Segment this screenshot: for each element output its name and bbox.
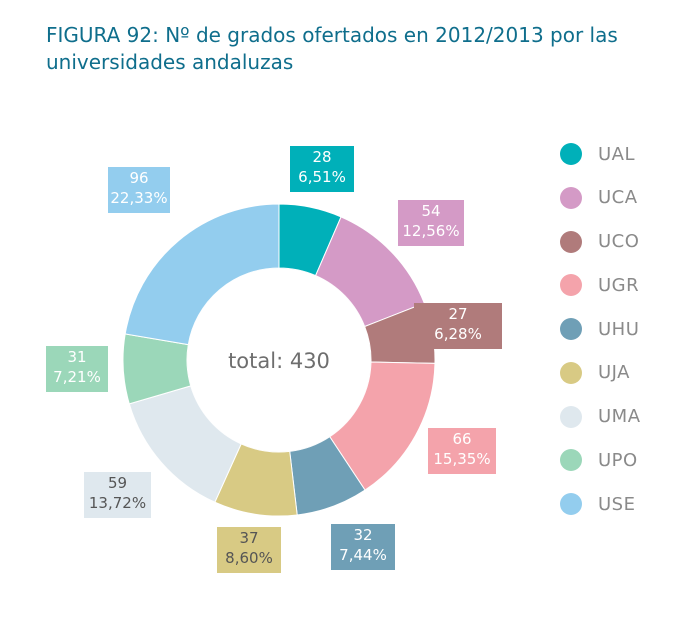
legend-label: UCO — [598, 231, 640, 252]
data-label-value: 96 — [129, 169, 149, 187]
legend-label: UPO — [598, 449, 638, 471]
legend-swatch — [560, 274, 582, 297]
data-label-percent: 6,51% — [298, 168, 346, 186]
data-label-percent: 8,60% — [225, 549, 273, 567]
legend-item-ugr: UGR — [560, 270, 639, 300]
legend-swatch — [560, 405, 582, 428]
donut-hole — [187, 268, 371, 452]
data-label-uhu: 32 7,44% — [331, 524, 395, 570]
legend-label: UMA — [598, 406, 641, 427]
data-label-ugr: 66 15,35% — [428, 428, 496, 474]
data-label-percent: 22,33% — [110, 189, 168, 207]
legend-item-uco: UCO — [560, 227, 639, 257]
data-label-uca: 54 12,56% — [398, 200, 464, 246]
data-label-value: 59 — [107, 474, 128, 492]
legend-swatch — [560, 143, 582, 165]
data-label-value: 54 — [421, 202, 441, 220]
legend-item-use: USE — [560, 489, 635, 519]
legend-item-uhu: UHU — [560, 314, 639, 344]
legend-swatch — [560, 493, 582, 515]
legend-item-upo: UPO — [560, 445, 638, 475]
data-label-value: 37 — [239, 529, 259, 547]
data-label-percent: 7,21% — [53, 368, 101, 386]
legend-label: UHU — [598, 318, 640, 340]
legend-swatch — [560, 449, 582, 472]
legend-label: UGR — [598, 274, 640, 296]
data-label-percent: 13,72% — [88, 494, 147, 512]
chart-title: FIGURA 92: Nº de grados ofertados en 201… — [46, 23, 618, 74]
data-label-value: 28 — [312, 148, 332, 166]
data-label-percent: 6,28% — [434, 325, 482, 343]
legend-label: UAL — [598, 143, 636, 165]
data-label-value: 27 — [448, 305, 468, 323]
legend-swatch — [560, 186, 582, 209]
data-label-ual: 28 6,51% — [290, 146, 354, 192]
legend-label: UCA — [598, 187, 638, 209]
data-label-percent: 15,35% — [433, 450, 491, 468]
legend-item-uja: UJA — [560, 358, 630, 388]
legend-item-uca: UCA — [560, 183, 638, 213]
legend-swatch — [560, 318, 582, 340]
data-label-uco: 27 6,28% — [414, 303, 502, 349]
legend-swatch — [560, 230, 582, 253]
data-label-value: 66 — [452, 430, 472, 448]
data-label-use: 96 22,33% — [108, 167, 170, 213]
legend-item-uma: UMA — [560, 402, 641, 432]
legend-label: UJA — [598, 362, 630, 384]
data-label-uma: 59 13,72% — [84, 472, 151, 518]
data-label-value: 32 — [353, 526, 373, 544]
data-label-value: 31 — [67, 348, 87, 366]
data-label-percent: 12,56% — [402, 222, 460, 240]
legend-item-ual: UAL — [560, 139, 635, 169]
data-label-uja: 37 8,60% — [217, 527, 281, 573]
legend-label: USE — [598, 493, 636, 515]
center-total-label: total: 430 — [228, 349, 330, 373]
legend-swatch — [560, 361, 582, 384]
data-label-upo: 31 7,21% — [46, 346, 108, 392]
data-label-percent: 7,44% — [339, 546, 387, 564]
